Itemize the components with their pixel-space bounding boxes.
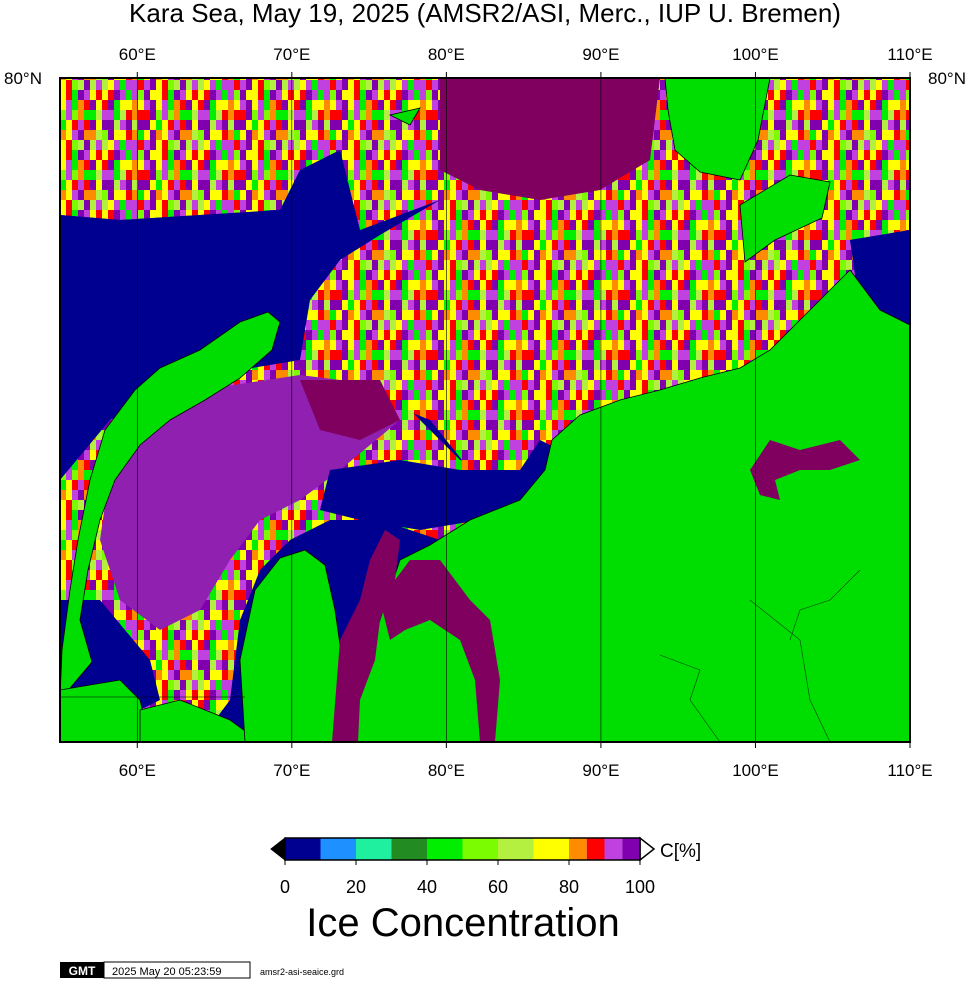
colorbar-tick-label: 80 — [559, 877, 579, 897]
borders — [659, 569, 861, 742]
lat-label: 80°N — [928, 69, 966, 88]
colorbar-unit: C[%] — [660, 841, 701, 862]
map — [60, 78, 910, 742]
gmt-logo — [60, 962, 104, 978]
dense-ice — [440, 78, 660, 200]
timestamp: 2025 May 20 05:23:59 — [112, 966, 221, 978]
estuary-ice — [332, 440, 860, 742]
gmt-logo-text: GMT — [69, 964, 96, 978]
colorbar-segment — [586, 838, 605, 860]
colorbar-segment — [391, 838, 427, 860]
lon-label: 70°E — [273, 761, 310, 780]
map-frame — [59, 77, 911, 743]
colorbar-segment — [569, 838, 587, 860]
lon-label: 100°E — [732, 761, 779, 780]
lon-label: 80°E — [428, 761, 465, 780]
title: Kara Sea, May 19, 2025 (AMSR2/ASI, Merc.… — [129, 0, 841, 28]
lon-label: 100°E — [732, 45, 779, 64]
colorbar-frame — [284, 837, 641, 861]
lon-label: 110°E — [887, 45, 932, 64]
lon-label: 60°E — [119, 761, 156, 780]
colorbar-segment — [498, 838, 534, 860]
colorbar-tick-label: 20 — [346, 877, 366, 897]
file-name: amsr2-asi-seaice.grd — [260, 967, 344, 977]
open-water — [60, 210, 300, 400]
colorbar-tick-label: 0 — [280, 877, 290, 897]
timestamp-box — [103, 961, 251, 979]
lon-grid — [136, 78, 910, 742]
colorbar-segment — [285, 838, 321, 860]
open-water — [320, 440, 560, 530]
lon-label: 70°E — [273, 45, 310, 64]
colorbar-tick-label: 100 — [625, 877, 655, 897]
lon-label: 60°E — [119, 45, 156, 64]
colorbar-segment — [320, 838, 356, 860]
colorbar-tick-label: 40 — [417, 877, 437, 897]
colorbar-segment — [462, 838, 498, 860]
ice-region — [60, 78, 440, 230]
colorbar-label: Ice Concentration — [306, 901, 620, 945]
colorbar-tick-label: 60 — [488, 877, 508, 897]
lon-labels: 60°E 60°E 70°E 70°E 80°E 80°E 90°E 90°E 100°E 100… — [119, 45, 933, 780]
colorbar-segment — [622, 838, 640, 860]
lon-label: 110°E — [887, 761, 932, 780]
colorbar-segment — [604, 838, 623, 860]
colorbar-segment — [356, 838, 392, 860]
lat-label: 80°N — [4, 69, 42, 88]
colorbar-under — [270, 836, 286, 862]
lon-label: 80°E — [428, 45, 465, 64]
colorbar-segment — [533, 838, 569, 860]
colorbar: 0 20 40 60 80 100 — [270, 836, 656, 897]
dense-ice — [300, 380, 400, 440]
lon-label: 90°E — [582, 45, 619, 64]
colorbar-segment — [427, 838, 463, 860]
dense-ice — [100, 375, 400, 630]
open-water — [850, 230, 910, 300]
colorbar-over — [639, 836, 656, 862]
lon-label: 90°E — [582, 761, 619, 780]
